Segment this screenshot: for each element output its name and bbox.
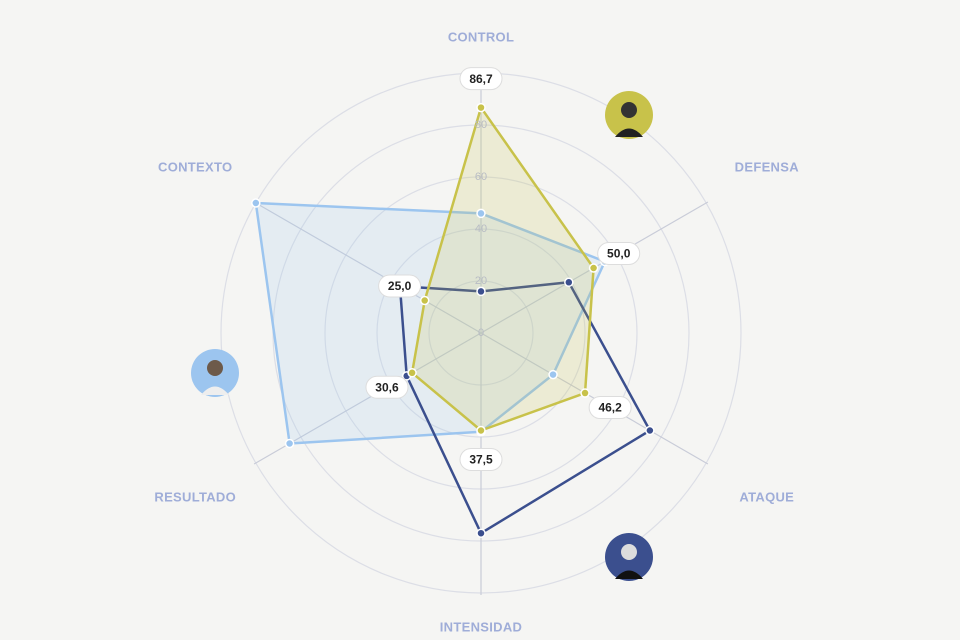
- axis-label: RESULTADO: [154, 489, 236, 504]
- value-label-text: 30,6: [375, 380, 399, 394]
- data-point: [407, 368, 417, 378]
- avatar: [191, 349, 239, 397]
- data-point: [419, 295, 430, 306]
- data-point: [476, 425, 486, 436]
- axis-label: CONTROL: [448, 29, 514, 44]
- data-point: [476, 102, 486, 113]
- value-label: 30,6: [365, 375, 409, 399]
- value-label: 46,2: [588, 396, 632, 420]
- value-label-box: [459, 448, 503, 471]
- value-label-text: 86,7: [469, 72, 493, 86]
- axis-label: ATAQUE: [739, 489, 794, 504]
- data-point: [645, 425, 655, 436]
- data-point: [564, 277, 574, 288]
- value-label: 50,0: [597, 242, 641, 265]
- data-point: [476, 528, 486, 538]
- data-point: [251, 198, 261, 208]
- value-label-text: 46,2: [598, 401, 622, 415]
- axis-label: INTENSIDAD: [440, 619, 522, 634]
- data-point: [588, 263, 599, 273]
- tick-label: 80: [475, 119, 487, 131]
- value-label-box: [597, 242, 641, 265]
- value-label-text: 50,0: [607, 247, 631, 261]
- tick-label: 60: [475, 171, 487, 183]
- data-point: [580, 388, 590, 398]
- value-label: 37,5: [459, 448, 503, 471]
- axis-spoke: [253, 201, 482, 334]
- tick-label: 40: [475, 223, 487, 235]
- value-label-box: [378, 274, 422, 298]
- plot: CONTROL DEFENSA ATAQUE INTENSIDAD RESULTADO C…: [154, 29, 799, 634]
- value-label-box: [365, 375, 409, 399]
- axis-label: DEFENSA: [735, 159, 800, 174]
- tick-label: 20: [475, 275, 487, 287]
- tick-label: 0: [478, 327, 484, 339]
- value-label-box: [459, 67, 503, 91]
- value-label: 86,7: [459, 67, 503, 91]
- data-point: [476, 286, 486, 297]
- data-point: [476, 208, 486, 219]
- avatar: [605, 533, 653, 581]
- value-label-text: 37,5: [469, 453, 493, 467]
- value-label: 25,0: [378, 274, 422, 298]
- value-label-box: [588, 396, 632, 420]
- axis-label: CONTEXTO: [158, 159, 232, 174]
- avatar: [605, 91, 653, 139]
- value-label-text: 25,0: [388, 279, 412, 293]
- data-point: [284, 438, 295, 449]
- data-point: [548, 369, 558, 380]
